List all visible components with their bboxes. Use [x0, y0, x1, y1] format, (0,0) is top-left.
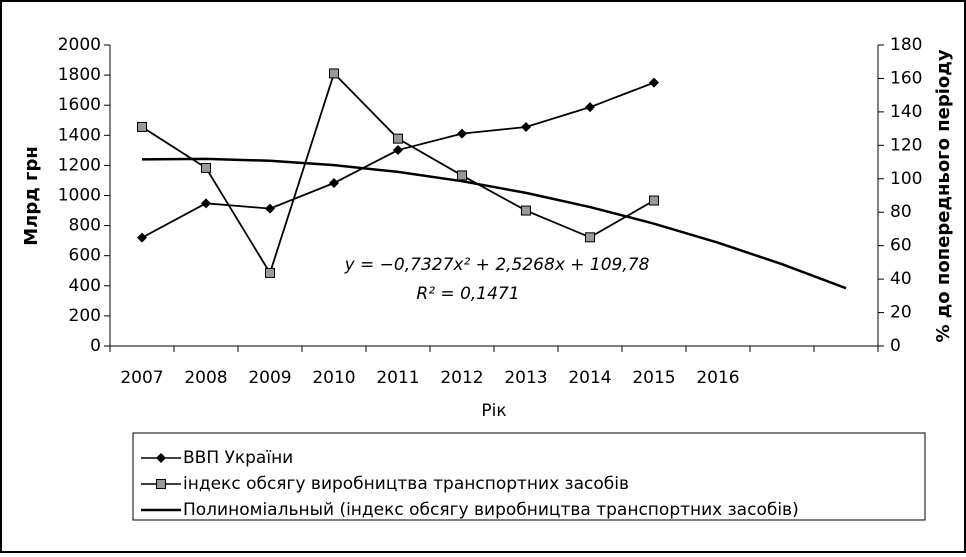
point: [329, 178, 339, 189]
y2-tick-label: 180: [890, 35, 922, 55]
r-squared: R² = 0,1471: [416, 284, 519, 304]
y-tick-label: 1800: [58, 65, 101, 85]
legend-label: Полиноміальный (індекс обсягу виробництв…: [183, 500, 799, 520]
y-tick-label: 1000: [58, 186, 101, 206]
equation: y = −0,7327x² + 2,5268x + 109,78: [344, 255, 650, 275]
point: [201, 198, 211, 209]
y2-tick-label: 40: [890, 269, 912, 289]
x-tick-label: 2015: [632, 368, 675, 388]
x-tick-label: 2011: [376, 368, 419, 388]
y2-tick-label: 60: [890, 236, 912, 256]
y2-tick-label: 100: [890, 169, 922, 189]
y2-tick-label: 0: [890, 336, 901, 356]
y-tick-label: 2000: [58, 35, 101, 55]
point: [137, 121, 147, 132]
x-tick-label: 2010: [312, 368, 355, 388]
y-tick-label: 400: [69, 276, 101, 296]
point: [521, 122, 531, 133]
point: [265, 203, 275, 214]
point: [393, 133, 403, 144]
x-tick-label: 2013: [504, 368, 547, 388]
y-axis-title: Млрд грн: [21, 146, 42, 246]
x-tick-label: 2007: [120, 368, 163, 388]
point: [457, 170, 467, 181]
y2-tick-label: 120: [890, 135, 922, 155]
point: [585, 232, 595, 243]
point: [329, 68, 339, 79]
y-tick-label: 200: [69, 306, 101, 326]
y-tick-label: 1600: [58, 95, 101, 115]
y-tick-label: 800: [69, 216, 101, 236]
legend-marker: [156, 479, 166, 489]
y2-tick-label: 20: [890, 303, 912, 323]
x-tick-label: 2012: [440, 368, 483, 388]
point: [521, 205, 531, 216]
point: [201, 162, 211, 173]
point: [265, 267, 275, 278]
x-tick-label: 2009: [248, 368, 291, 388]
y-tick-label: 1200: [58, 155, 101, 175]
y2-tick-label: 80: [890, 202, 912, 222]
y-tick-label: 0: [90, 336, 101, 356]
legend-label: ВВП України: [183, 448, 293, 468]
y2-axis-title: % до попереднього періоду: [933, 49, 954, 342]
point: [393, 145, 403, 156]
y2-tick-label: 140: [890, 102, 922, 122]
point: [585, 102, 595, 113]
point: [649, 195, 659, 206]
y-tick-label: 1400: [58, 125, 101, 145]
x-tick-label: 2014: [568, 368, 611, 388]
legend-label: індекс обсягу виробництва транспортних з…: [183, 474, 629, 494]
legend-box: [132, 432, 926, 521]
point: [649, 77, 659, 88]
x-tick-label: 2008: [184, 368, 227, 388]
point: [137, 232, 147, 243]
y-tick-label: 600: [69, 246, 101, 266]
legend-marker: [156, 453, 166, 463]
x-axis-title: Рік: [481, 401, 506, 421]
y2-tick-label: 160: [890, 68, 922, 88]
point: [457, 128, 467, 139]
x-tick-label: 2016: [696, 368, 739, 388]
series-line: [141, 157, 847, 290]
